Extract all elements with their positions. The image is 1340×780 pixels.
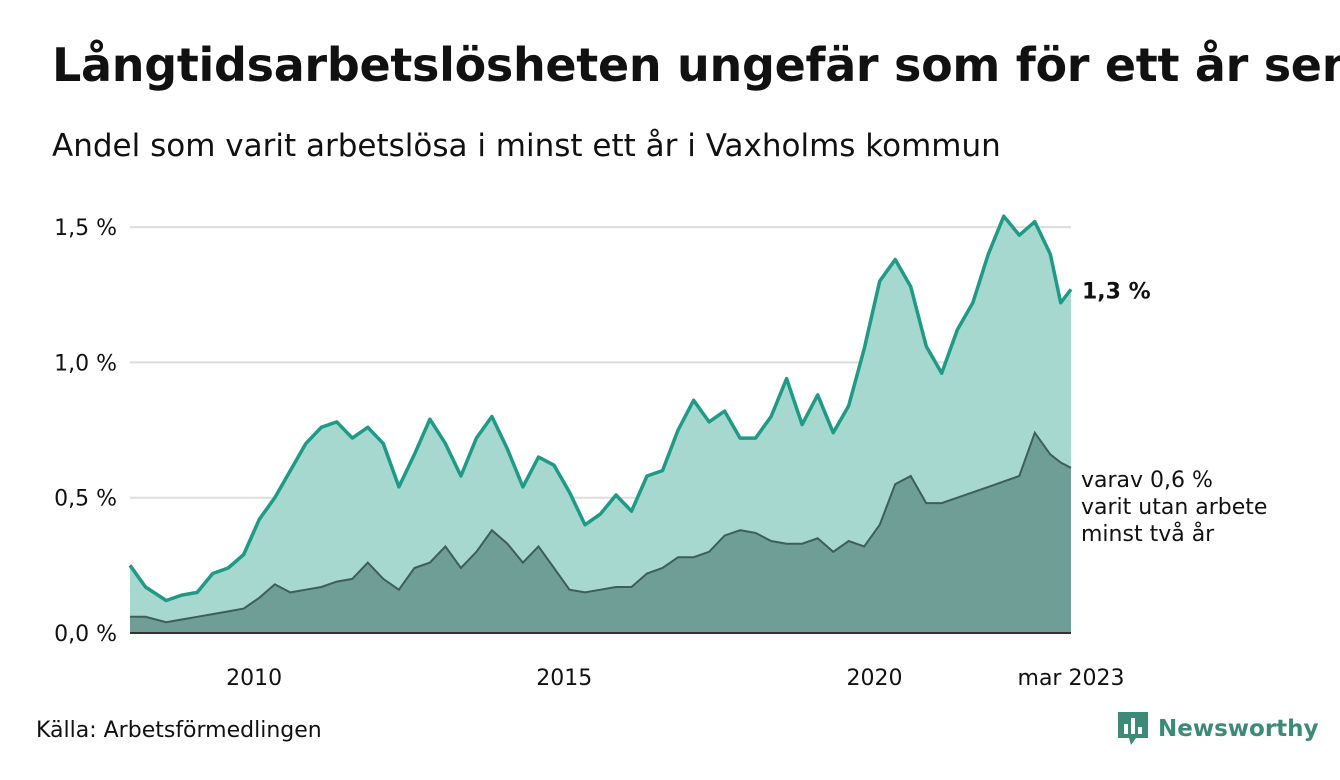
brand-logo: Newsworthy [1118, 712, 1319, 746]
x-tick-label: 2015 [536, 666, 592, 691]
y-tick-label: 0,0 % [54, 622, 117, 647]
x-tick-label: 2020 [847, 666, 903, 691]
long-term-area [130, 432, 1071, 633]
total-line [128, 214, 1073, 603]
long-term-annotation: varit utan arbete [1081, 495, 1267, 520]
chart-bars-icon [1118, 712, 1148, 745]
long-term-line [130, 430, 1072, 624]
total-area [130, 216, 1071, 633]
y-tick-label: 1,0 % [54, 351, 117, 376]
x-tick-label: 2010 [226, 666, 282, 691]
end-value-label: 1,3 % [1082, 279, 1151, 304]
chart-subtitle: Andel som varit arbetslösa i minst ett å… [52, 128, 1001, 164]
chart-title: Långtidsarbetslösheten ungefär som för e… [52, 38, 1340, 92]
axes: 0,0 % 0,5 % 1,0 % 1,5 % 2010 2015 2020 mar 2023 [54, 216, 1124, 691]
x-tick-label: mar 2023 [1018, 666, 1125, 691]
source-note: Källa: Arbetsförmedlingen [36, 718, 322, 743]
chart-areas [128, 214, 1073, 633]
long-term-annotation: varav 0,6 % [1081, 468, 1213, 493]
y-tick-label: 1,5 % [54, 216, 117, 241]
long-term-annotation: minst två år [1081, 521, 1215, 547]
brand-name: Newsworthy [1158, 716, 1319, 742]
y-tick-label: 0,5 % [54, 487, 117, 512]
